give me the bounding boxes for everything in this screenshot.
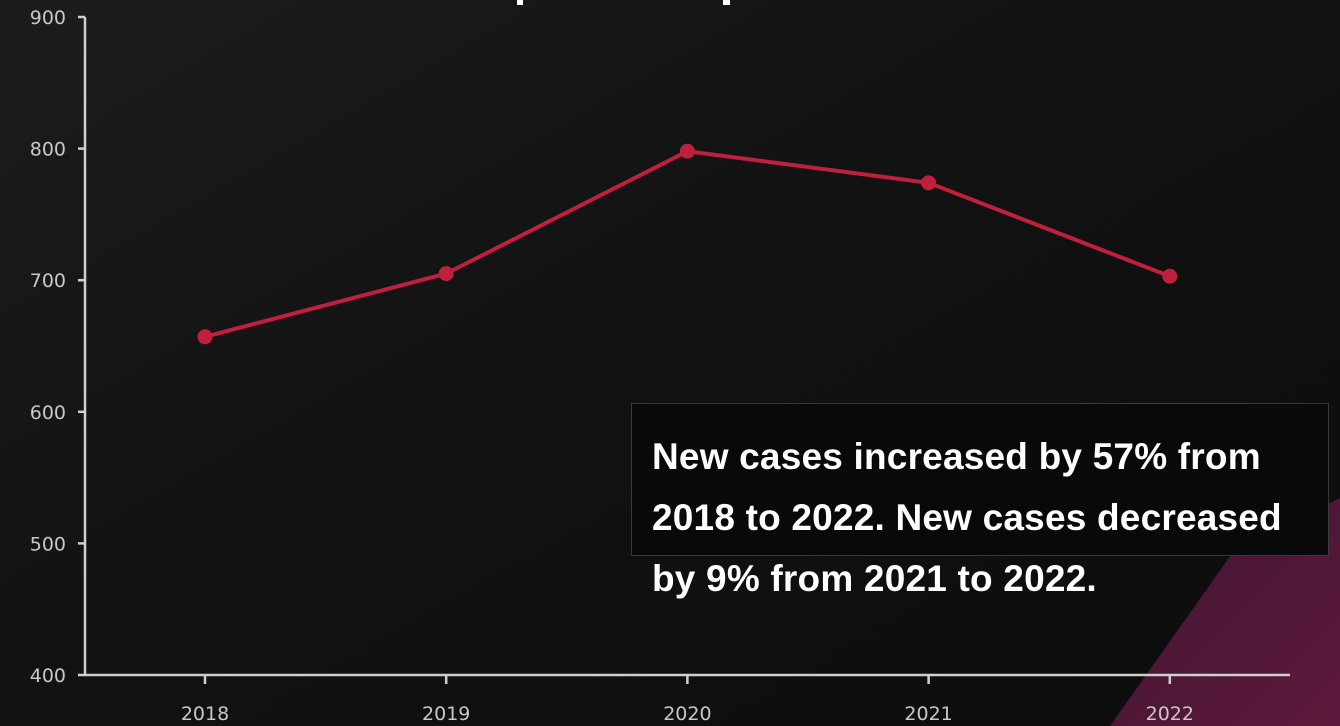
x-tick-label: 2019 <box>422 703 470 725</box>
series-group <box>197 143 1178 345</box>
y-tick-label: 900 <box>30 7 66 29</box>
annotation-box <box>631 403 1329 556</box>
x-tick-label: 2022 <box>1146 703 1194 725</box>
data-point <box>679 143 695 159</box>
y-tick-label: 800 <box>30 139 66 161</box>
title-fragment-1 <box>517 0 523 5</box>
x-tick-label: 2021 <box>904 703 952 725</box>
y-tick-label: 400 <box>30 665 66 687</box>
y-tick-label: 500 <box>30 533 66 555</box>
y-tick-label: 600 <box>30 402 66 424</box>
annotation-text: New cases increased by 57% from 2018 to … <box>652 436 1282 599</box>
x-tick-label: 2018 <box>181 703 229 725</box>
series-line <box>204 149 1171 339</box>
title-fragment-2 <box>723 0 730 5</box>
y-axis-ticks: 900 800 700 600 500 400 <box>30 7 85 687</box>
data-point <box>921 175 937 191</box>
y-tick-label: 700 <box>30 270 66 292</box>
data-point <box>197 329 213 345</box>
x-axis-ticks: 2018 2019 2020 2021 2022 <box>181 675 1194 725</box>
data-point <box>1162 268 1178 284</box>
data-point <box>438 266 454 282</box>
x-tick-label: 2020 <box>663 703 711 725</box>
